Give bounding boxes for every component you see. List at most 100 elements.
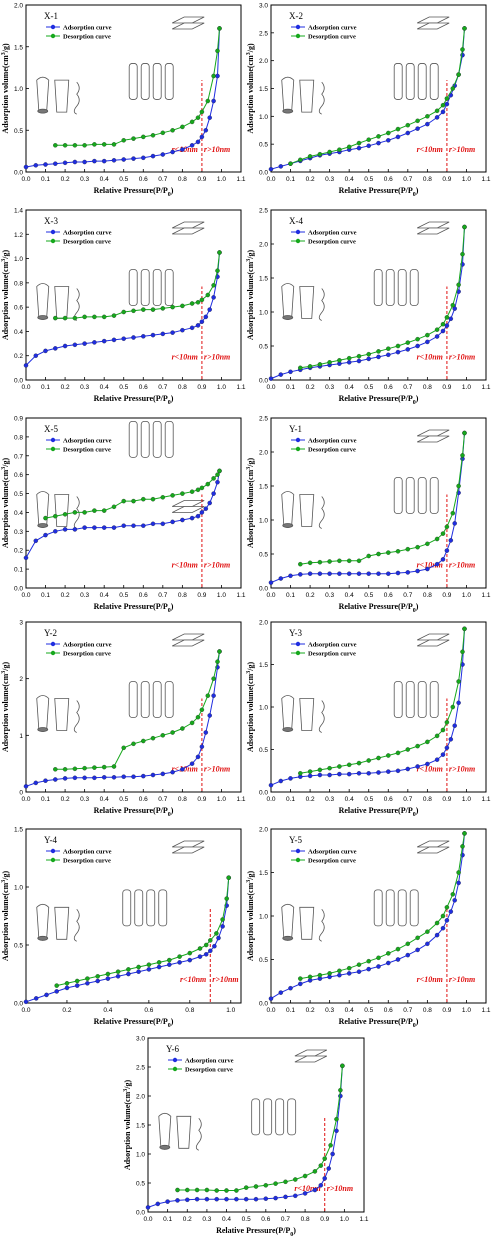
y-tick-label: 0.5 (14, 943, 23, 950)
plot-frame (25, 209, 242, 381)
data-point (160, 306, 166, 311)
pore-schematic-cylindrical (373, 889, 419, 927)
cylindrical-pore-shape (429, 477, 439, 514)
region-label-large-pores: r>10nm (204, 145, 230, 154)
y-tick-label: 1.5 (136, 1123, 145, 1130)
x-tick-label: 0.8 (423, 592, 432, 599)
x-tick-label: 0.9 (320, 1216, 329, 1223)
legend-adsorption-label: Adsorption curve (308, 25, 357, 32)
data-point (440, 727, 446, 733)
data-point (82, 775, 87, 781)
pore-schematic-ink-bottle (281, 283, 325, 321)
data-point (450, 704, 456, 710)
x-tick-label: 0.0 (143, 1216, 152, 1223)
data-point (450, 302, 456, 308)
x-axis-label-subscript: 0 (168, 812, 171, 818)
x-tick-label: 0.6 (384, 796, 393, 803)
pore-schematic-plate-layer (417, 221, 450, 235)
y-axis-label-close: /g) (246, 870, 255, 880)
legend-adsorption-marker (172, 1057, 178, 1063)
legend-adsorption-marker (50, 24, 56, 30)
x-axis-label-subscript: 0 (168, 608, 171, 614)
data-point (82, 510, 87, 515)
data-point (82, 341, 87, 346)
data-point (208, 938, 213, 943)
data-point (207, 713, 212, 718)
region-label-small-pores: r<10nm (294, 1184, 320, 1193)
region-label-small-pores: r<10nm (417, 765, 443, 774)
x-tick-label: 1.1 (481, 176, 490, 183)
data-point (376, 955, 381, 961)
beaded-pore-shape (73, 496, 80, 529)
ink-bottle-base (37, 727, 49, 732)
cylindrical-pore-shape (393, 63, 403, 100)
data-point (366, 351, 371, 357)
y-tick-label: 2.5 (259, 208, 268, 215)
ink-bottle-base (37, 523, 49, 528)
data-point (356, 771, 362, 776)
data-point (146, 967, 152, 972)
legend-adsorption-marker (50, 848, 56, 854)
data-point (175, 1198, 180, 1203)
cylindrical-pore-shape (287, 1098, 297, 1136)
ink-bottle-base (282, 108, 294, 114)
data-point (278, 778, 284, 784)
beaded-pore-shape (318, 288, 325, 321)
pore-schematic-ink-bottle (281, 695, 325, 733)
data-point (199, 297, 205, 303)
data-point (415, 126, 420, 131)
data-point (415, 568, 420, 574)
beaded-pore-shape (318, 81, 325, 115)
y-tick-label: 0.5 (259, 344, 268, 351)
x-tick-label: 0.8 (423, 1007, 432, 1014)
legend-adsorption-marker (295, 848, 301, 854)
data-point (337, 558, 342, 564)
data-point (211, 491, 216, 496)
x-tick-label: 0.7 (158, 176, 167, 183)
slit-pore-shape (176, 1115, 192, 1149)
x-tick-label: 1.1 (481, 592, 490, 599)
pore-schematic-ink-bottle (158, 1112, 202, 1151)
y-axis-label-superscript: 3 (1, 52, 7, 55)
data-point (101, 314, 107, 320)
data-point (101, 508, 107, 513)
cylindrical-pore-shape (397, 889, 407, 927)
data-point (43, 348, 48, 354)
data-point (444, 101, 450, 107)
y-tick-label: 1.5 (259, 870, 268, 877)
data-point (175, 1187, 180, 1193)
data-point (141, 773, 146, 779)
x-tick-label: 0.5 (364, 592, 373, 599)
y-axis-label-superscript: 3 (123, 1089, 129, 1092)
region-label-small-pores: r<10nm (172, 561, 198, 570)
ink-bottle-pore-shape (281, 283, 295, 320)
data-point (215, 73, 220, 79)
data-point (82, 765, 87, 771)
data-point (156, 964, 162, 970)
panel-title: X-3 (44, 216, 58, 226)
y-tick-label: 2.0 (259, 827, 268, 834)
isotherm-panel: 0.0 0.1 0.2 0.3 0.4 0.5 0.6 0.7 0.8 0.9 1.0 1.1 0.0 0… (123, 1036, 369, 1237)
x-tick-label: 0.3 (80, 796, 89, 803)
legend-adsorption-marker (295, 229, 301, 235)
y-tick-label: 1.0 (259, 518, 268, 525)
data-point (211, 693, 216, 698)
data-point (74, 983, 80, 988)
data-point (425, 332, 430, 338)
data-point (425, 541, 430, 547)
y-axis-label-superscript: 3 (1, 880, 7, 883)
data-point (444, 548, 450, 553)
data-point (298, 365, 303, 371)
data-point (307, 773, 313, 779)
plate-layer-shape (417, 639, 450, 647)
y-tick-label: 1 (19, 733, 23, 740)
isotherm-panel: 0.0 0.1 0.2 0.3 0.4 0.5 0.6 0.7 0.8 0.9 1.0 1.1 0.0 0… (246, 208, 491, 407)
y-tick-label: 1.2 (14, 232, 23, 239)
x-tick-label: 0.0 (21, 592, 30, 599)
y-tick-label: 1.5 (14, 44, 23, 51)
y-axis-label: Adsorption volume(cm3/g) (1, 661, 10, 752)
x-tick-label: 1.0 (462, 176, 471, 183)
x-axis-label: Relative Pressure(P/P0) (94, 1017, 174, 1029)
data-point (283, 1179, 288, 1185)
data-point (462, 430, 467, 436)
